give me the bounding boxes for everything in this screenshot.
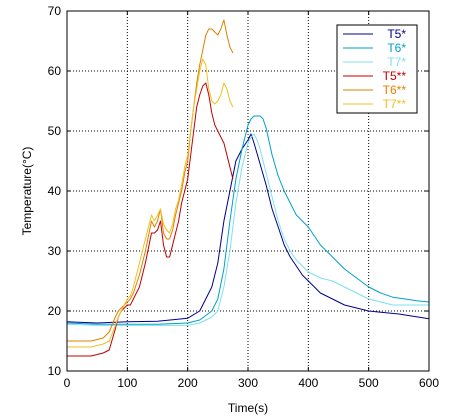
ticks: 0 100 200 300 400 500 600 10 20 30 40 50 60 70	[48, 4, 440, 390]
y-tick-label: 60	[48, 64, 62, 78]
y-tick-label: 30	[48, 244, 62, 258]
series-line-6	[67, 58, 234, 348]
y-tick-label: 50	[48, 124, 62, 138]
y-tick-label: 10	[48, 364, 62, 378]
legend-label: T6**	[383, 83, 407, 97]
y-axis-label: Temperature(°C)	[20, 147, 34, 236]
series-line-2	[66, 115, 430, 325]
series-line-1	[66, 133, 430, 324]
legend-box	[336, 24, 418, 114]
y-tick-label: 70	[48, 4, 62, 18]
x-axis-label: Time(s)	[228, 401, 268, 415]
legend-label: T7*	[387, 55, 406, 69]
legend-label: T5**	[383, 69, 407, 83]
x-tick-label: 200	[178, 376, 198, 390]
x-tick-label: 600	[419, 376, 439, 390]
x-tick-label: 400	[298, 376, 318, 390]
series-line-3	[66, 133, 429, 326]
series-layer	[66, 19, 430, 357]
legend-label: T7**	[383, 97, 407, 111]
grid	[67, 11, 429, 371]
y-tick-label: 20	[48, 304, 62, 318]
series-line-5	[67, 19, 234, 342]
legend-label: T5*	[387, 27, 406, 41]
x-tick-label: 300	[238, 376, 258, 390]
legend: T5*T6*T7*T5**T6**T7**	[336, 24, 418, 114]
legend-label: T6*	[387, 41, 406, 55]
x-tick-label: 500	[359, 376, 379, 390]
y-tick-label: 40	[48, 184, 62, 198]
x-tick-label: 0	[64, 376, 71, 390]
x-tick-label: 100	[117, 376, 137, 390]
